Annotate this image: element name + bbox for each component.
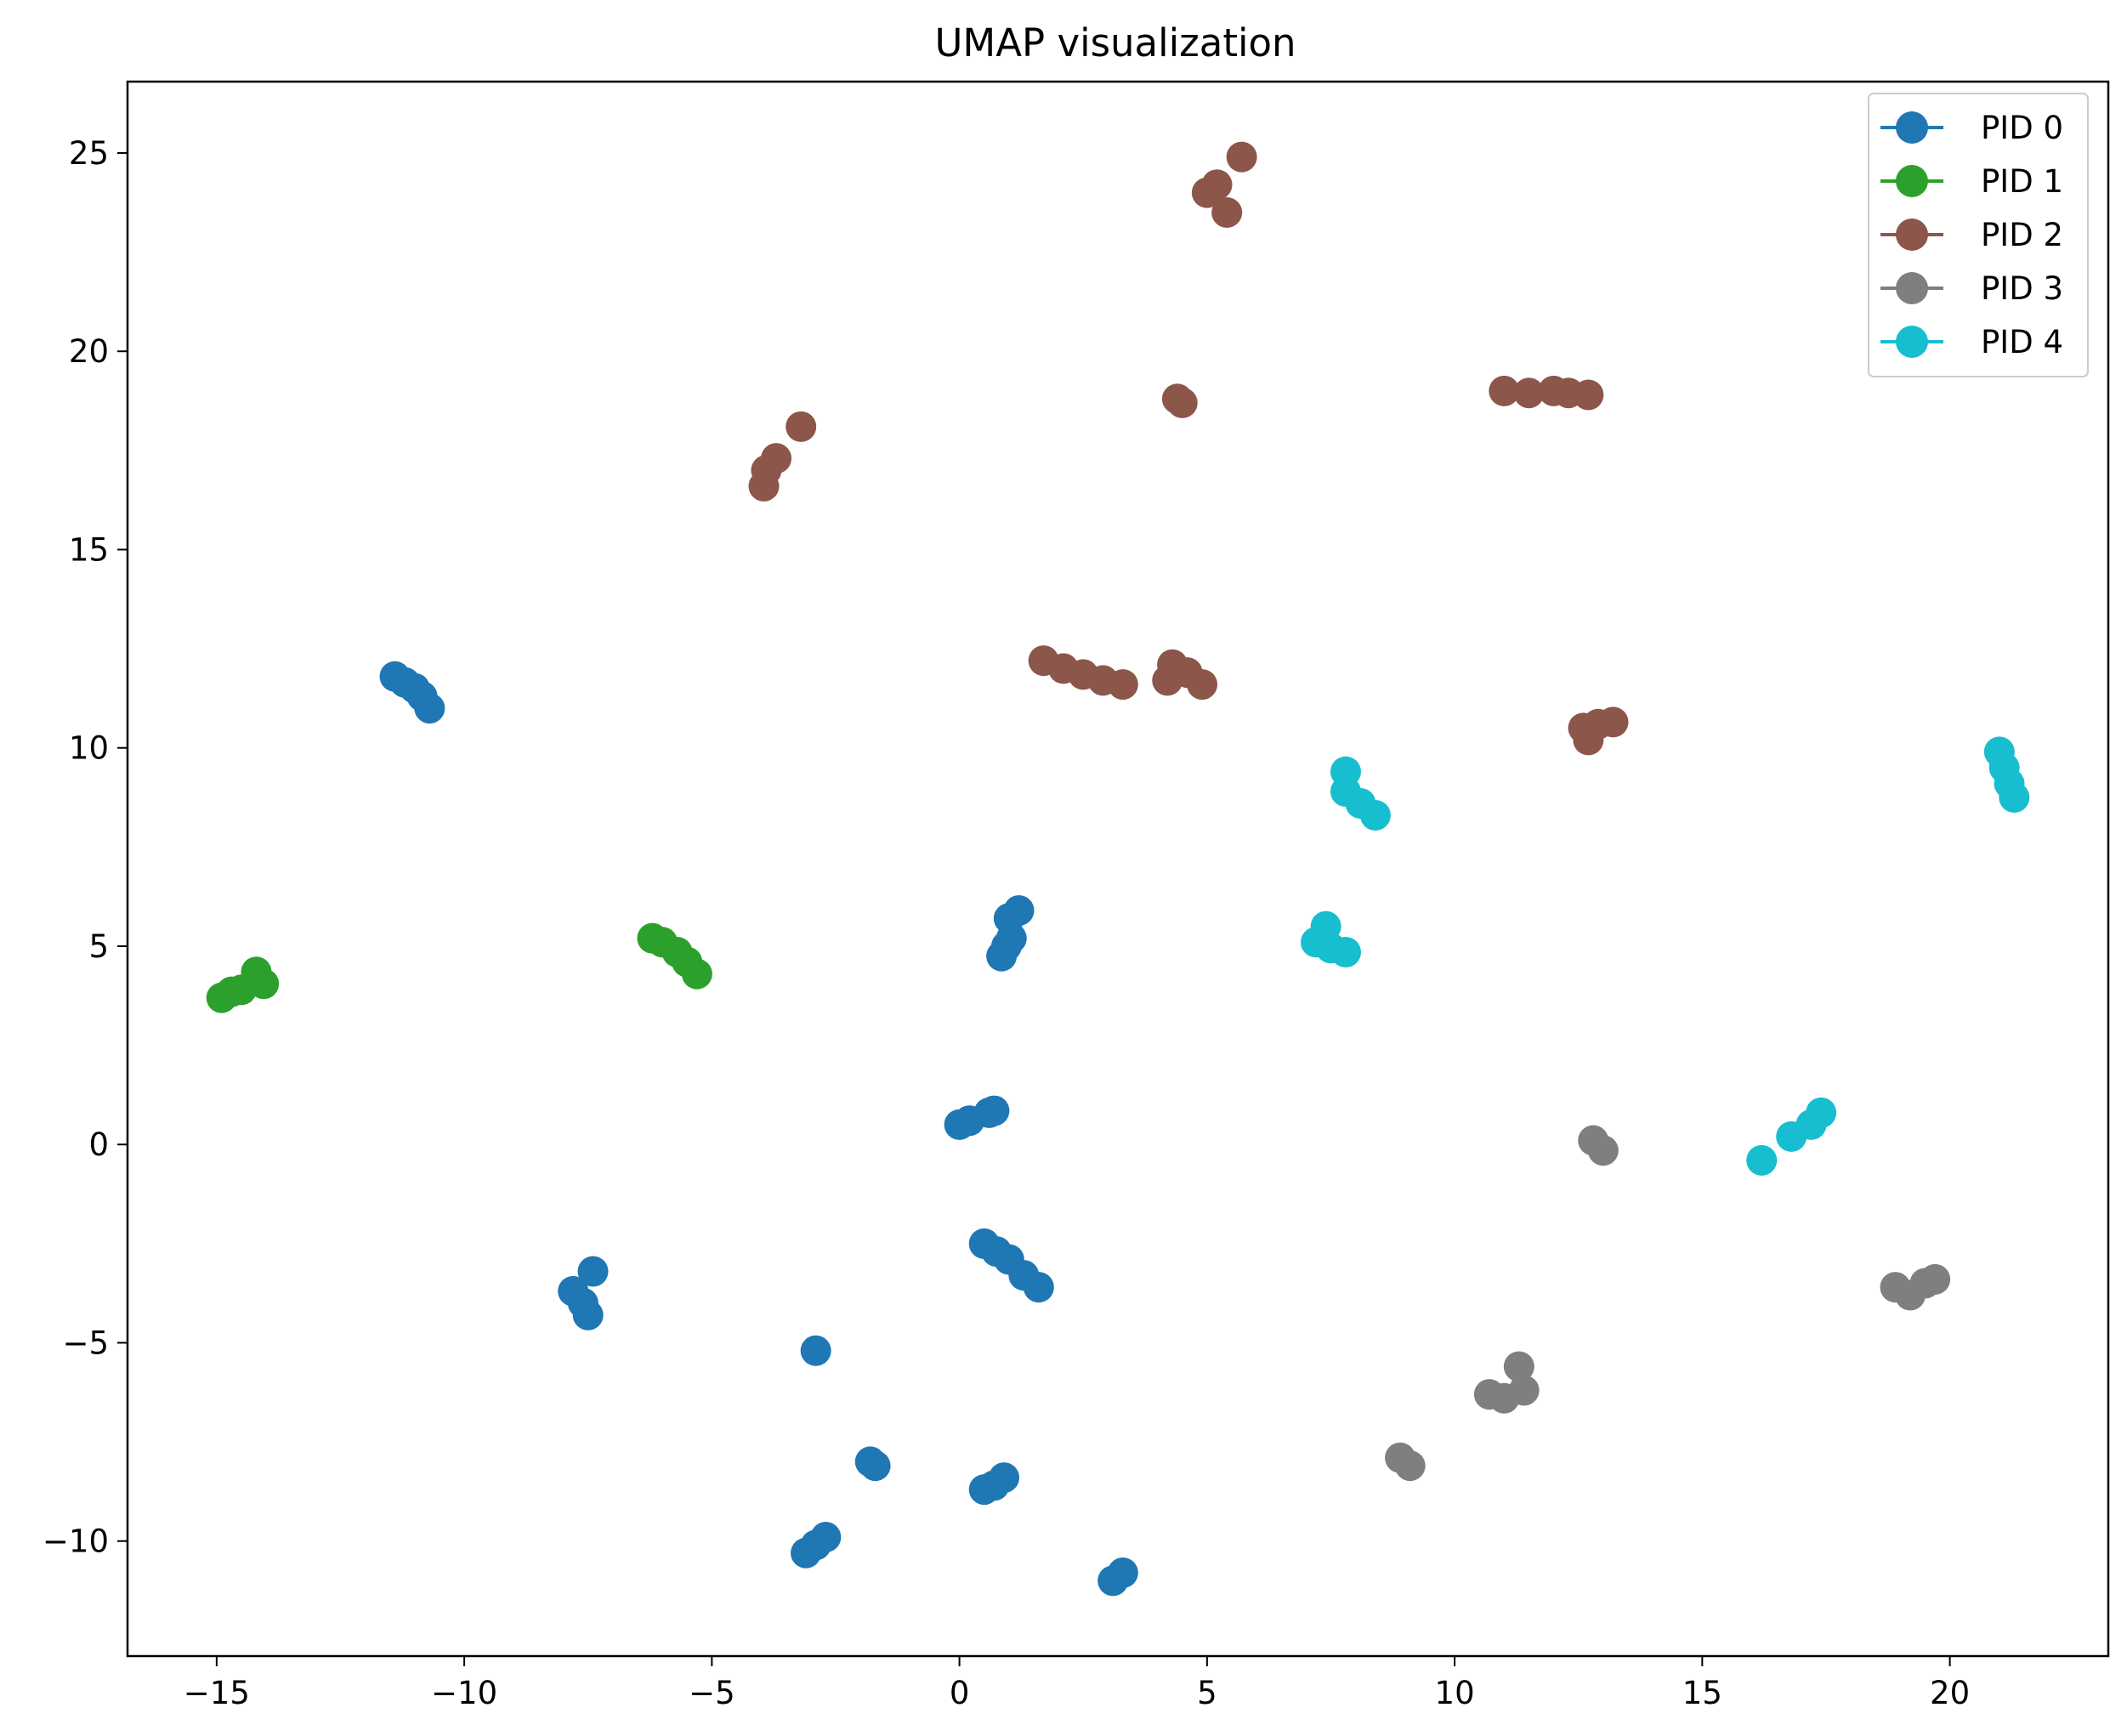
legend-marker [1896, 326, 1928, 358]
legend-marker [1896, 165, 1928, 197]
x-tick-label: 15 [1682, 1675, 1722, 1711]
data-point [1023, 1272, 1054, 1303]
y-tick-label: −10 [43, 1523, 109, 1560]
y-tick-label: 5 [88, 928, 109, 965]
data-point [577, 1256, 609, 1287]
data-point [1597, 706, 1629, 738]
legend-marker [1896, 272, 1928, 304]
data-point [1513, 377, 1545, 409]
data-point [414, 693, 445, 724]
data-point [1211, 196, 1243, 228]
x-tick-label: 0 [950, 1675, 970, 1711]
x-tick-label: −5 [689, 1675, 735, 1711]
data-point [986, 940, 1018, 972]
legend-label: PID 0 [1981, 110, 2063, 146]
x-tick-label: 20 [1930, 1675, 1970, 1711]
x-tick-label: −10 [431, 1675, 497, 1711]
data-point [1330, 936, 1361, 967]
series-0 [379, 661, 1138, 1597]
chart-title: UMAP visualization [934, 20, 1296, 65]
data-point [1746, 1144, 1778, 1176]
x-tick-label: 10 [1435, 1675, 1475, 1711]
data-point [572, 1299, 604, 1330]
y-tick-label: 0 [88, 1126, 109, 1163]
data-point [1187, 669, 1218, 701]
data-point [1359, 800, 1391, 831]
data-point [800, 1335, 831, 1366]
data-point [1573, 379, 1604, 411]
legend: PID 0 PID 1 PID 2 PID 3 PID 4 [1868, 93, 2089, 377]
data-point [1920, 1263, 1951, 1295]
legend-marker [1896, 218, 1928, 251]
data-point [1573, 724, 1604, 756]
data-point [1489, 375, 1520, 406]
data-point [978, 1095, 1010, 1126]
legend-box [1868, 93, 2089, 377]
series-4 [1301, 736, 2030, 1176]
y-tick-label: −5 [62, 1325, 109, 1361]
series-1 [206, 922, 712, 1013]
x-tick-label: 5 [1197, 1675, 1217, 1711]
data-point [1503, 1351, 1534, 1382]
legend-label: PID 4 [1981, 324, 2063, 360]
y-tick-label: 20 [69, 333, 109, 370]
y-tick-label: 25 [69, 135, 109, 172]
series-2 [748, 141, 1629, 756]
data-point [1107, 1557, 1138, 1589]
legend-label: PID 3 [1981, 270, 2063, 307]
data-point [1152, 665, 1183, 696]
legend-marker [1896, 111, 1928, 144]
data-point [1107, 669, 1138, 701]
data-point [859, 1450, 891, 1482]
points-layer [206, 141, 2030, 1597]
y-tick-label: 10 [69, 730, 109, 767]
data-point [786, 411, 817, 442]
data-point [1999, 782, 2030, 814]
legend-label: PID 1 [1981, 163, 2063, 200]
legend-label: PID 2 [1981, 217, 2063, 253]
data-point [1806, 1097, 1837, 1128]
data-point [1166, 387, 1198, 418]
x-axis: −15 −10 −5 0 5 10 15 20 [184, 1656, 1970, 1711]
data-point [1394, 1450, 1426, 1482]
data-point [681, 958, 712, 990]
series-3 [1385, 1125, 1951, 1482]
data-point [989, 1462, 1020, 1494]
y-tick-label: 15 [69, 531, 109, 568]
data-point [1508, 1375, 1540, 1406]
data-point [748, 470, 780, 502]
data-point [248, 968, 280, 1000]
data-point [1191, 177, 1222, 208]
data-point [1226, 141, 1257, 173]
plot-area-frame [126, 80, 2110, 1658]
data-point [810, 1522, 842, 1553]
x-tick-label: −15 [184, 1675, 250, 1711]
y-axis: −10 −5 0 5 10 15 20 25 [43, 135, 128, 1560]
data-point [1587, 1135, 1619, 1166]
